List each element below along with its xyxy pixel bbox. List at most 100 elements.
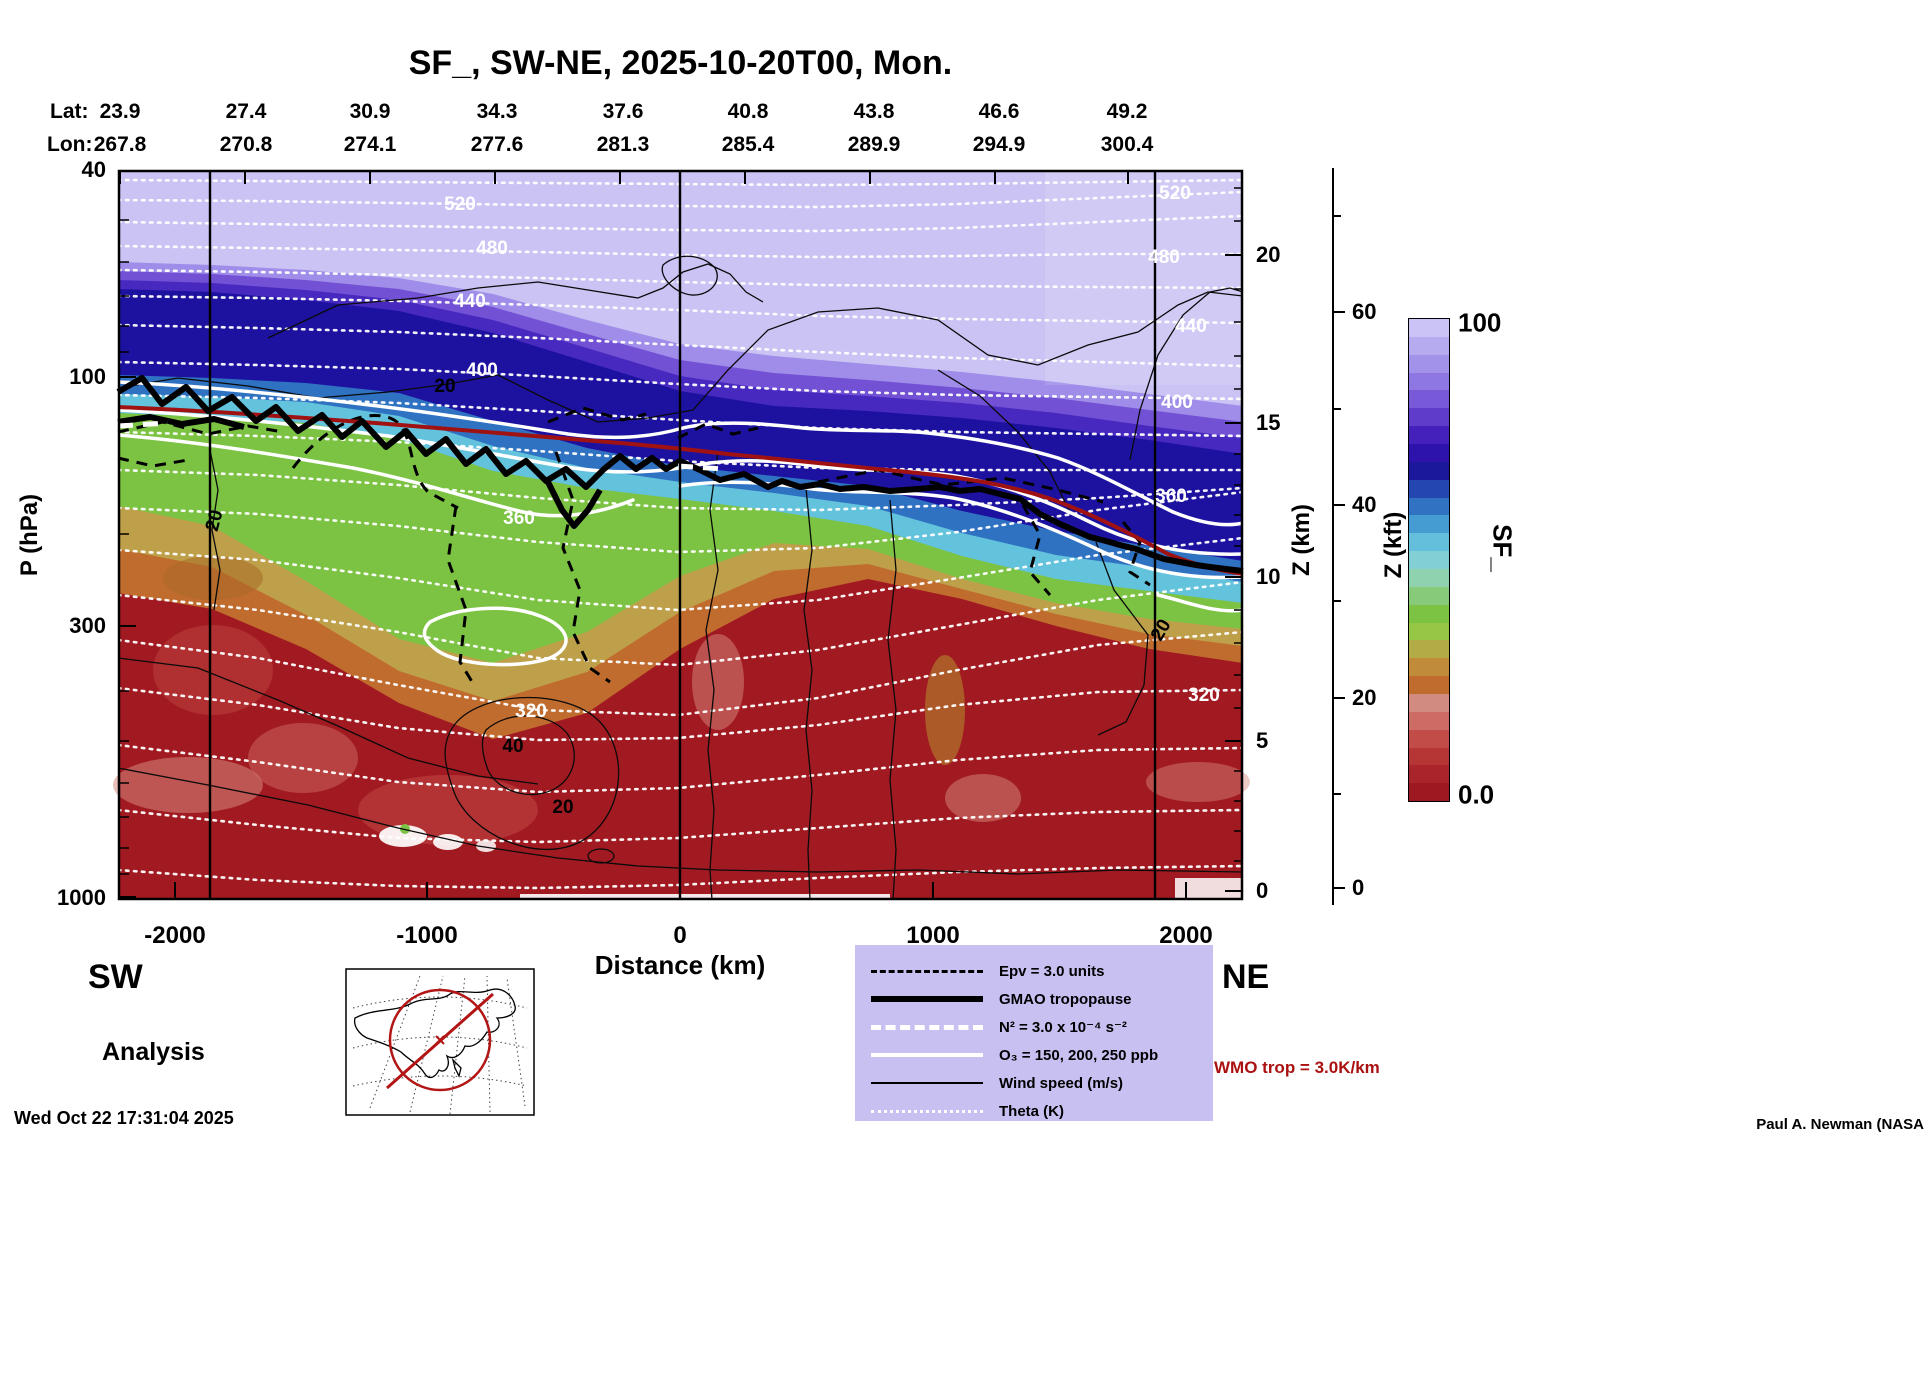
legend-label: Theta (K) xyxy=(999,1102,1064,1120)
legend-item-wind: Wind speed (m/s) xyxy=(871,1069,1213,1097)
zkft-axis-title: Z (kft) xyxy=(1380,511,1407,579)
lon-value: 289.9 xyxy=(847,133,901,156)
wmo-trop-note: WMO trop = 3.0K/km xyxy=(1214,1058,1380,1077)
gmao-line-sample xyxy=(871,996,983,1002)
o3-line-sample xyxy=(871,1053,983,1057)
lon-value: 277.6 xyxy=(470,133,524,156)
colorbar-band xyxy=(1409,676,1449,695)
colorbar-band xyxy=(1409,533,1449,552)
distance-axis-title: Distance (km) xyxy=(594,950,766,980)
map-transect-overlay xyxy=(386,988,494,1092)
legend-item-epv: Epv = 3.0 units xyxy=(871,957,1213,985)
lat-value: 30.9 xyxy=(349,100,391,123)
zkft-minor-tick xyxy=(1334,215,1341,217)
wmo-tropopause-line xyxy=(117,405,1244,576)
distance-tick: -1000 xyxy=(396,922,458,949)
zkm-tick: 5 xyxy=(1256,728,1269,753)
colorbar-max: 100 xyxy=(1458,307,1502,338)
o3-contours xyxy=(116,380,1245,667)
cross-section-plot: 520 520 480 480 440 440 400 400 360 360 … xyxy=(113,169,1250,901)
zkft-tick: 60 xyxy=(1352,299,1377,324)
wind-line-sample xyxy=(871,1082,983,1084)
theta-label: 520 xyxy=(444,194,476,215)
zkm-tick: 10 xyxy=(1256,564,1281,589)
legend-item-theta: Theta (K) xyxy=(871,1097,1213,1125)
analysis-label: Analysis xyxy=(102,1038,205,1066)
colorbar-band xyxy=(1409,551,1449,570)
lat-row-label: Lat: xyxy=(50,100,89,123)
lon-value: 270.8 xyxy=(219,133,273,156)
map-coastline xyxy=(353,988,516,1079)
colorbar-band xyxy=(1409,569,1449,587)
wind-label: 20 xyxy=(434,376,455,397)
theta-label: 360 xyxy=(1155,486,1187,507)
lat-value: 46.6 xyxy=(978,100,1020,123)
colorbar-band xyxy=(1409,747,1449,766)
pressure-tick: 100 xyxy=(69,364,106,389)
theta-label: 320 xyxy=(515,701,547,722)
lon-value: 274.1 xyxy=(343,133,397,156)
lon-value: 285.4 xyxy=(721,133,775,156)
legend-label: GMAO tropopause xyxy=(999,990,1132,1008)
legend-label: Epv = 3.0 units xyxy=(999,962,1105,980)
pressure-tick: 1000 xyxy=(57,885,106,910)
contour-labels: 520 520 480 480 440 440 400 400 360 360 … xyxy=(202,183,1220,818)
colorbar-band xyxy=(1409,354,1449,373)
colorbar-gradient xyxy=(1408,318,1450,802)
lon-value: 267.8 xyxy=(93,133,147,156)
theta-label: 320 xyxy=(1188,685,1220,706)
zkft-tick: 40 xyxy=(1352,492,1377,517)
distance-tick: 0 xyxy=(673,922,687,949)
zkm-tick: 20 xyxy=(1256,242,1281,267)
legend-item-n2: N² = 3.0 x 10⁻⁴ s⁻² xyxy=(871,1013,1213,1041)
colorbar-band xyxy=(1409,694,1449,712)
zkft-axis-line xyxy=(1332,168,1334,905)
lon-value: 281.3 xyxy=(596,133,650,156)
zkft-tick: 20 xyxy=(1352,685,1377,710)
wind-contours xyxy=(117,255,1244,901)
timestamp: Wed Oct 22 17:31:04 2025 xyxy=(14,1108,234,1128)
pressure-axis-title: P (hPa) xyxy=(16,493,43,577)
lat-value: 37.6 xyxy=(602,100,644,123)
map-inset xyxy=(345,968,535,1116)
lat-value: 23.9 xyxy=(99,100,141,123)
legend-item-o3: O₃ = 150, 200, 250 ppb xyxy=(871,1041,1213,1069)
colorbar-band xyxy=(1409,586,1449,605)
zkft-tick-mark xyxy=(1334,311,1345,313)
colorbar-band xyxy=(1409,479,1449,498)
legend-label: O₃ = 150, 200, 250 ppb xyxy=(999,1046,1159,1064)
legend-label: N² = 3.0 x 10⁻⁴ s⁻² xyxy=(999,1019,1127,1036)
zkft-tick-mark xyxy=(1334,697,1345,699)
colorbar-band xyxy=(1409,658,1449,677)
zkm-axis-title: Z (km) xyxy=(1288,504,1315,576)
theta-label: 400 xyxy=(1161,392,1193,413)
colorbar-band xyxy=(1409,515,1449,534)
ne-endpoint-label: NE xyxy=(1222,958,1270,996)
colorbar-band xyxy=(1409,783,1449,802)
n2-contours xyxy=(117,420,724,472)
colorbar-band xyxy=(1409,497,1449,516)
lon-value: 294.9 xyxy=(972,133,1026,156)
colorbar-band xyxy=(1409,319,1449,337)
lon-value: 300.4 xyxy=(1100,133,1154,156)
zkm-tick: 0 xyxy=(1256,878,1269,903)
colorbar-band xyxy=(1409,604,1449,623)
colorbar-band xyxy=(1409,461,1449,480)
wind-label: 20 xyxy=(552,797,573,818)
lat-value: 43.8 xyxy=(853,100,895,123)
colorbar-band xyxy=(1409,711,1449,730)
lat-value: 49.2 xyxy=(1106,100,1148,123)
pressure-tick: 300 xyxy=(69,613,106,638)
colorbar-band xyxy=(1409,390,1449,409)
n2-line-sample xyxy=(871,1024,983,1030)
distance-tick: -2000 xyxy=(144,922,206,949)
waypoint-lines xyxy=(208,170,1157,900)
plot-frame xyxy=(117,169,1244,901)
colorbar-band xyxy=(1409,729,1449,748)
theta-label: 440 xyxy=(1175,316,1207,337)
theta-label: 480 xyxy=(1148,247,1180,268)
legend: Epv = 3.0 units GMAO tropopause N² = 3.0… xyxy=(855,945,1213,1121)
theta-label: 440 xyxy=(454,291,486,312)
pressure-tick: 40 xyxy=(81,157,106,182)
